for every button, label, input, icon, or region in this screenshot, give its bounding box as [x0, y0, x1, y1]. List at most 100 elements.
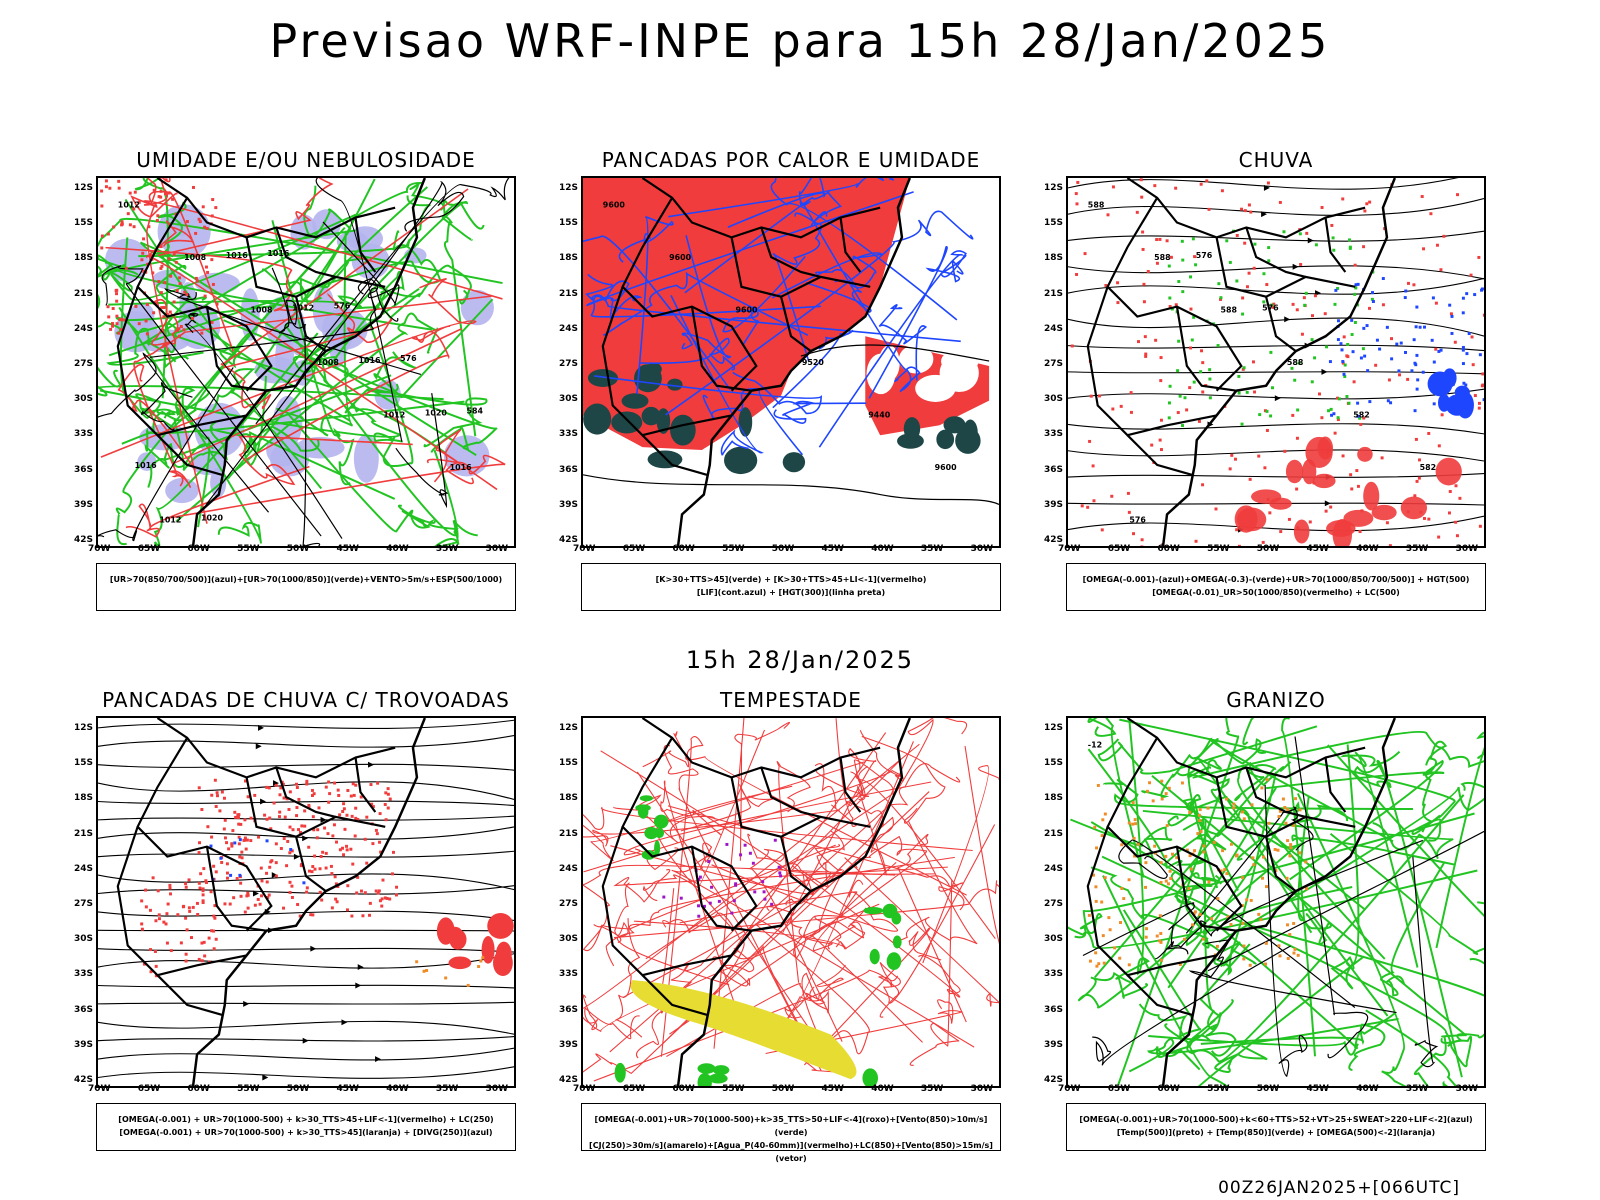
panel-legend: [OMEGA(-0.001)+UR>70(1000-500)+k>35_TTS>… — [581, 1103, 1001, 1163]
latitude-label: 12S — [559, 723, 579, 733]
longitude-label: 60W — [187, 1084, 210, 1094]
map-panel: UMIDADE E/OU NEBULOSIDADE 1012 1008 1008 100… — [36, 148, 516, 628]
map-panel: PANCADAS POR CALOR E UMIDADE 9600 9600 9600… — [521, 148, 1001, 628]
contour-label: 1012 — [292, 304, 314, 313]
longitude-label: 60W — [672, 544, 695, 554]
latitude-label: 12S — [559, 183, 579, 193]
latitude-label: 42S — [1044, 535, 1064, 545]
contour-label: 588 — [1154, 253, 1171, 262]
latitude-label: 27S — [1044, 359, 1064, 369]
latitude-label: 39S — [559, 1039, 579, 1050]
latitude-label: 36S — [1044, 464, 1064, 475]
legend-line: [OMEGA(-0.001)-(azul)+OMEGA(-0.3)-(verde… — [1082, 575, 1470, 584]
latitude-label: 27S — [74, 899, 94, 909]
latitude-label: 24S — [559, 323, 579, 334]
longitude-label: 50W — [1256, 1084, 1280, 1094]
longitude-label: 60W — [187, 544, 210, 554]
latitude-label: 36S — [559, 464, 579, 475]
longitude-label: 30W — [1455, 544, 1479, 554]
latitude-label: 18S — [1044, 253, 1064, 264]
contour-label: 1016 — [358, 356, 381, 365]
panel-title: PANCADAS DE CHUVA C/ TROVOADAS — [102, 688, 510, 712]
latitude-label: 18S — [74, 253, 94, 264]
longitude-label: 35W — [1405, 544, 1429, 554]
latitude-label: 18S — [74, 793, 94, 804]
contour-label: 1012 — [383, 410, 405, 419]
longitude-label: 60W — [1157, 544, 1180, 554]
longitude-label: 30W — [1455, 1084, 1479, 1094]
legend-line: [LIF](cont.azul) + [HGT(300)](linha pret… — [696, 588, 886, 597]
latitude-label: 12S — [74, 723, 94, 733]
legend-line: [Temp(500)](preto) + [Temp(850)](verde) … — [1116, 1128, 1436, 1137]
contour-label: 1016 — [267, 249, 290, 258]
forecast-map — [581, 716, 1001, 1088]
latitude-label: 18S — [1044, 793, 1064, 804]
latitude-label: 27S — [559, 899, 579, 909]
latitude-label: 36S — [1044, 1004, 1064, 1015]
longitude-label: 40W — [386, 1084, 409, 1094]
panel-legend: [UR>70(850/700/500)](azul)+[UR>70(1000/8… — [96, 563, 516, 611]
contour-label: 9600 — [669, 253, 692, 262]
latitude-label: 15S — [1044, 758, 1064, 769]
latitude-label: 21S — [1044, 828, 1064, 839]
latitude-label: 42S — [559, 1075, 579, 1085]
longitude-label: 65W — [1107, 544, 1131, 554]
contour-label: 1016 — [226, 251, 249, 260]
contour-label: 576 — [1196, 251, 1213, 260]
latitude-label: 33S — [74, 429, 94, 440]
latitude-label: 39S — [1044, 1039, 1064, 1050]
longitude-label: 45W — [1306, 1084, 1329, 1094]
legend-line: [CJ(250)>30m/s](amarelo)+[Agua_P(40-60mm… — [589, 1141, 993, 1163]
contour-label: 588 — [1221, 306, 1238, 315]
longitude-label: 55W — [722, 1084, 745, 1094]
latitude-label: 27S — [74, 359, 94, 369]
latitude-label: 36S — [74, 464, 94, 475]
contour-label: 1008 — [251, 306, 274, 315]
latitude-label: 30S — [74, 394, 94, 405]
contour-label: 576 — [400, 354, 417, 363]
contour-label: 1012 — [159, 515, 181, 524]
longitude-label: 50W — [286, 1084, 310, 1094]
contour-label: 576 — [1262, 304, 1279, 313]
latitude-label: 21S — [1044, 288, 1064, 299]
latitude-label: 21S — [74, 288, 94, 299]
run-info: 00Z26JAN2025+[066UTC] — [1218, 1178, 1460, 1198]
latitude-label: 36S — [74, 1004, 94, 1015]
legend-line: [OMEGA(-0.001) + UR>70(1000-500) + k>30_… — [119, 1128, 493, 1137]
panel-title: CHUVA — [1238, 148, 1314, 172]
longitude-label: 60W — [1157, 1084, 1180, 1094]
contour-label: 9440 — [868, 410, 891, 419]
contour-label: -12 — [1088, 741, 1102, 750]
latitude-label: 15S — [559, 758, 579, 769]
latitude-label: 12S — [1044, 183, 1064, 193]
contour-label: 9520 — [802, 358, 825, 367]
legend-line: [OMEGA(-0.001)+UR>70(1000-500)+k>35_TTS>… — [594, 1115, 988, 1137]
longitude-label: 55W — [1207, 1084, 1230, 1094]
contour-label: 576 — [334, 302, 351, 311]
longitude-label: 55W — [1207, 544, 1230, 554]
panel-legend: [OMEGA(-0.001)-(azul)+OMEGA(-0.3)-(verde… — [1066, 563, 1486, 611]
contour-label: 588 — [1287, 358, 1304, 367]
longitude-label: 65W — [622, 544, 646, 554]
longitude-label: 55W — [237, 544, 260, 554]
latitude-label: 18S — [559, 793, 579, 804]
latitude-label: 39S — [559, 499, 579, 510]
longitude-label: 70W — [88, 1084, 111, 1094]
longitude-label: 65W — [137, 1084, 161, 1094]
latitude-label: 42S — [74, 1075, 94, 1085]
longitude-label: 40W — [386, 544, 409, 554]
latitude-label: 33S — [74, 969, 94, 980]
longitude-label: 45W — [821, 544, 844, 554]
contour-label: 9600 — [603, 201, 626, 210]
latitude-label: 12S — [74, 183, 94, 193]
latitude-label: 36S — [559, 1004, 579, 1015]
latitude-label: 21S — [74, 828, 94, 839]
latitude-label: 42S — [559, 535, 579, 545]
longitude-label: 70W — [573, 1084, 596, 1094]
panel-legend: [OMEGA(-0.001) + UR>70(1000-500) + k>30_… — [96, 1103, 516, 1151]
forecast-map: -12 — [1066, 716, 1486, 1088]
map-panel: TEMPESTADE 12S 15S 18S 21S 24S 27S 30S 33S 36S 39S… — [521, 688, 1001, 1168]
latitude-label: 33S — [559, 429, 579, 440]
longitude-label: 45W — [336, 544, 359, 554]
longitude-label: 50W — [286, 544, 310, 554]
